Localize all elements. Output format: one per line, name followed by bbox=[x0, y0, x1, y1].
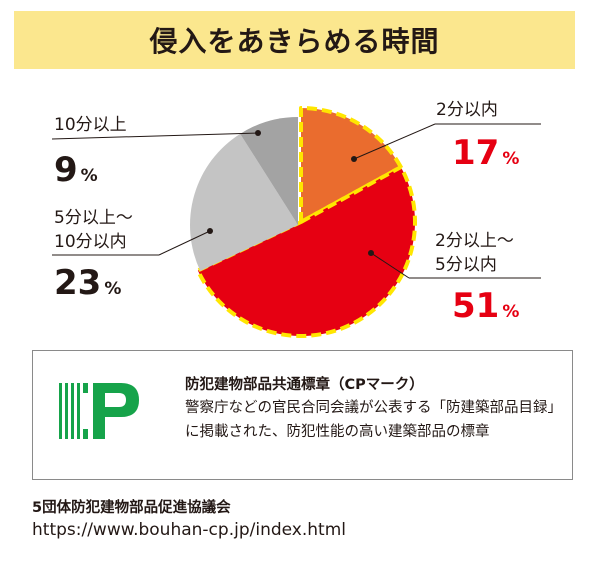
pie-slice-3 bbox=[240, 117, 298, 225]
pie-slice-highlight-1 bbox=[195, 165, 417, 338]
leader-dot-2to5 bbox=[368, 250, 374, 256]
leader-line-5to10 bbox=[158, 230, 211, 256]
label-over10-name: 10分以上 bbox=[54, 115, 127, 135]
pie-slice-2 bbox=[190, 133, 298, 271]
label-over10-value: 9% bbox=[54, 150, 98, 190]
leader-line-within2 bbox=[353, 123, 436, 160]
label-within2: 2分以内 17% bbox=[436, 100, 519, 173]
title-banner: 侵入をあきらめる時間 bbox=[14, 11, 575, 69]
pie-slice-1 bbox=[197, 167, 415, 336]
source-url[interactable]: https://www.bouhan-cp.jp/index.html bbox=[32, 520, 346, 540]
label-5to10-line2: 10分以内 bbox=[54, 232, 127, 252]
leader-lines bbox=[51, 123, 541, 279]
label-2to5-line2: 5分以内 bbox=[435, 255, 497, 275]
label-5to10-line1: 5分以上～ bbox=[54, 208, 133, 228]
leader-dot-over10 bbox=[255, 130, 261, 136]
leader-dot-within2 bbox=[351, 156, 357, 162]
label-5to10: 5分以上～ 10分以内 23% bbox=[54, 208, 133, 303]
leader-line-2to5 bbox=[370, 252, 410, 279]
pie-slices bbox=[190, 106, 417, 338]
leader-dot-5to10 bbox=[207, 228, 213, 234]
pie-slice-highlight-0 bbox=[299, 106, 403, 224]
label-2to5: 2分以上～ 5分以内 51% bbox=[435, 231, 519, 326]
cp-mark-box: 防犯建物部品共通標章（CPマーク） 警察庁などの官民合同会議が公表する「防建築部… bbox=[32, 350, 573, 480]
label-5to10-value: 23% bbox=[54, 263, 121, 303]
label-within2-value: 17% bbox=[452, 133, 519, 173]
cp-mark-logo-icon bbox=[59, 383, 139, 439]
label-2to5-line1: 2分以上～ bbox=[435, 231, 514, 251]
pie-chart: 2分以内 17% 2分以上～ 5分以内 51% 5分以上～ 10分以内 23% … bbox=[51, 100, 541, 338]
cp-mark-description: 警察庁などの官民合同会議が公表する「防建築部品目録」に掲載された、防犯性能の高い… bbox=[185, 400, 555, 440]
label-2to5-value: 51% bbox=[452, 286, 519, 326]
organization-name: 5団体防犯建物部品促進協議会 bbox=[32, 500, 231, 516]
chart-title: 侵入をあきらめる時間 bbox=[149, 25, 440, 58]
label-over10: 10分以上 9% bbox=[54, 115, 127, 190]
leader-line-over10 bbox=[51, 132, 259, 140]
cp-mark-heading: 防犯建物部品共通標章（CPマーク） bbox=[185, 377, 424, 393]
label-within2-name: 2分以内 bbox=[436, 100, 498, 120]
